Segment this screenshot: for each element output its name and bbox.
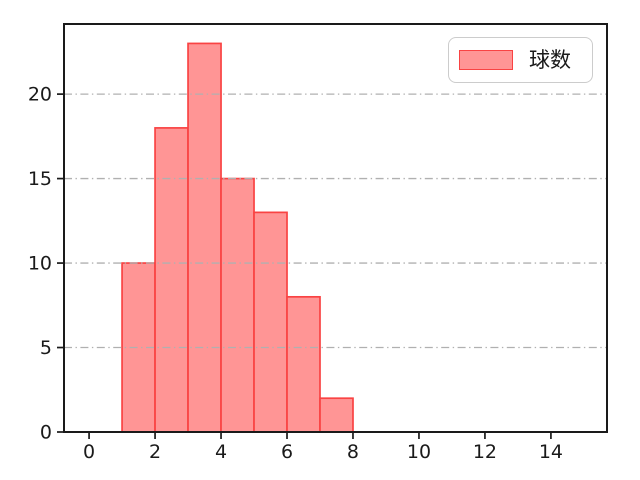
- y-tick-label: 5: [40, 337, 52, 359]
- histogram-bar: [319, 397, 354, 433]
- axes-spines: [63, 23, 608, 433]
- y-tick-label: 20: [28, 84, 52, 106]
- histogram-bar: [154, 127, 189, 433]
- y-tick-label: 10: [28, 253, 52, 275]
- x-tick-label: 6: [281, 441, 293, 463]
- legend: 球数: [448, 37, 593, 83]
- y-tick-label: 0: [40, 422, 52, 444]
- x-tick-label: 8: [347, 441, 359, 463]
- x-tick-label: 2: [149, 441, 161, 463]
- x-tick-label: 0: [83, 441, 95, 463]
- x-tick-label: 4: [215, 441, 227, 463]
- legend-swatch-icon: [459, 50, 513, 70]
- y-tick-label: 15: [28, 168, 52, 190]
- legend-label: 球数: [529, 47, 571, 72]
- histogram-bar: [187, 42, 222, 433]
- histogram-bar: [286, 295, 321, 433]
- histogram-bar: [220, 177, 255, 433]
- x-tick-label: 14: [539, 441, 563, 463]
- x-tick-label: 12: [473, 441, 497, 463]
- x-tick-label: 10: [407, 441, 431, 463]
- histogram-bar: [253, 211, 288, 433]
